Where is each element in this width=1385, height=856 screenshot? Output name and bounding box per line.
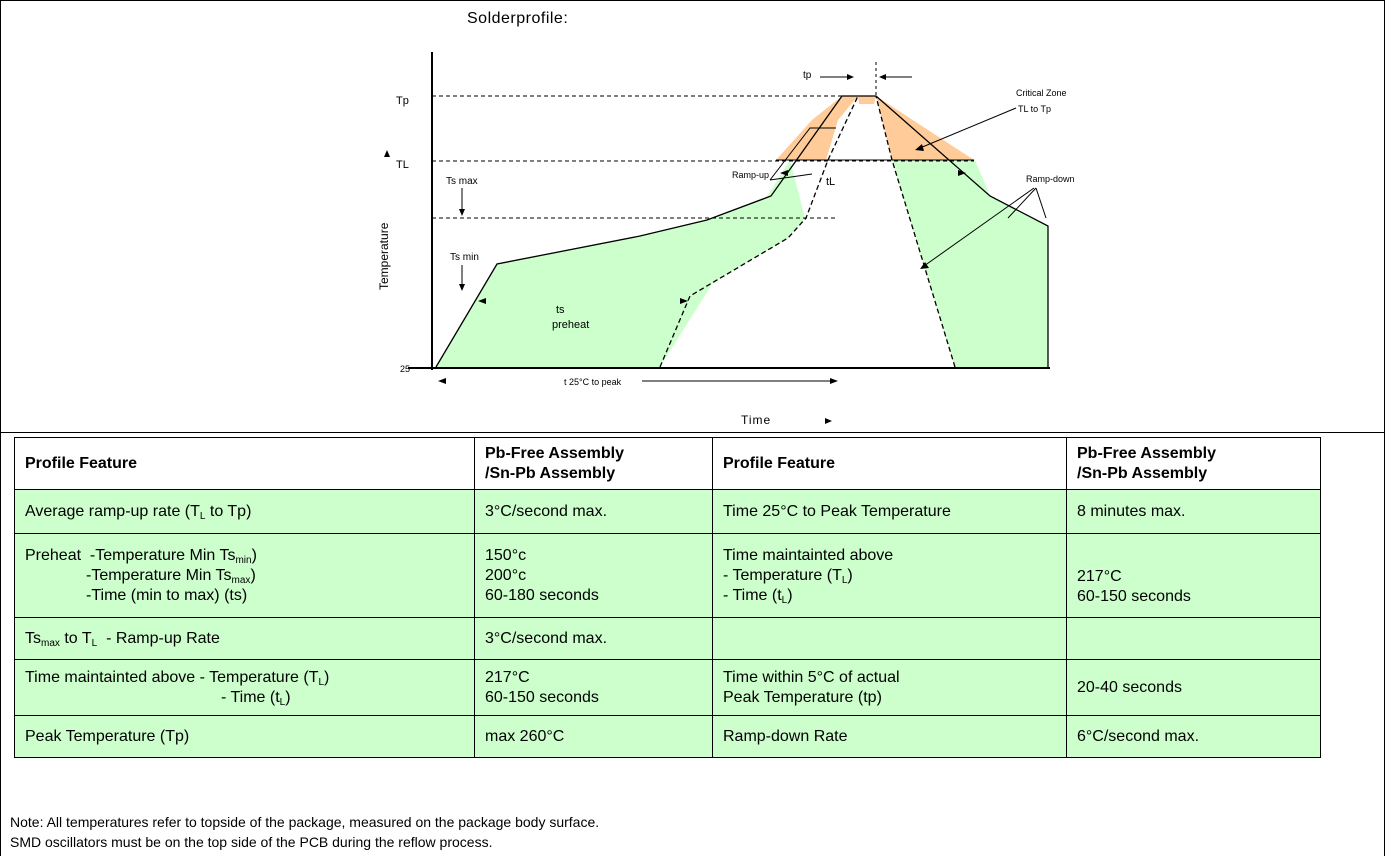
- cell-tsmax-to-tl: Tsmax to TL - Ramp-up Rate: [14, 617, 475, 660]
- preheat-left-area: [436, 160, 805, 367]
- cell-within-5c: Time within 5°C of actual Peak Temperatu…: [712, 659, 1067, 716]
- ts-right-arrow-icon: [680, 298, 688, 304]
- table-row: Tsmax to TL - Ramp-up Rate 3°C/second ma…: [14, 617, 1321, 660]
- rampdown-right-area: [892, 160, 1048, 367]
- preheat-label: preheat: [552, 319, 589, 331]
- note-line-2: SMD oscillators must be on the top side …: [10, 834, 493, 850]
- tp-arrow-right-head-icon: [879, 74, 886, 80]
- notes-block: Note: All temperatures refer to topside …: [10, 812, 599, 852]
- cell-peak-temp: Peak Temperature (Tp): [14, 715, 475, 758]
- cell-within-5c-value: 20-40 seconds: [1066, 659, 1321, 716]
- tl-level-label: TL: [396, 159, 409, 171]
- frame-top-border: [0, 0, 1385, 1]
- to-peak-label: t 25°C to peak: [564, 377, 622, 387]
- critical-zone-right: [876, 96, 974, 160]
- cell-time-to-peak: Time 25°C to Peak Temperature: [712, 489, 1067, 534]
- critical-zone-range-label: TL to Tp: [1018, 104, 1051, 114]
- table-row: Peak Temperature (Tp) max 260°C Ramp-dow…: [14, 715, 1321, 758]
- ramp-down-label: Ramp-down: [1026, 174, 1075, 184]
- tp-arrow-label: tp: [803, 70, 812, 81]
- tp-arrow-left-head-icon: [847, 74, 854, 80]
- cell-preheat-value: 150°c 200°c 60-180 seconds: [474, 533, 713, 618]
- critical-zone-pointer-head-icon: [915, 144, 924, 151]
- y-axis-arrow-icon: [384, 150, 390, 157]
- x-axis-label: Time: [741, 413, 771, 427]
- cell-preheat: Preheat -Temperature Min Tsmin) -Tempera…: [14, 533, 475, 618]
- cell-time-to-peak-value: 8 minutes max.: [1066, 489, 1321, 534]
- cell-ramp-down: Ramp-down Rate: [712, 715, 1067, 758]
- cell-time-above-tl: Time maintainted above - Temperature (TL…: [712, 533, 1067, 618]
- y-axis-label: Temperature: [377, 222, 391, 290]
- cell-peak-temp-value: max 260°C: [474, 715, 713, 758]
- ts-max-label: Ts max: [446, 176, 478, 187]
- tp-level-label: Tp: [396, 95, 409, 107]
- note-line-1: Note: All temperatures refer to topside …: [10, 814, 600, 830]
- profile-feature-table: Profile Feature Pb-Free Assembly /Sn-Pb …: [14, 437, 1321, 758]
- tl-left-arrow-icon: [780, 170, 788, 176]
- ramp-down-pointer-3: [1035, 187, 1047, 219]
- ts-min-label: Ts min: [450, 252, 479, 263]
- critical-zone-pointer: [919, 107, 1017, 149]
- cell-empty-4: [1066, 617, 1321, 660]
- cell-avg-ramp-up-value: 3°C/second max.: [474, 489, 713, 534]
- preheat-boundary: [659, 95, 859, 368]
- cell-avg-ramp-up: Average ramp-up rate (TL to Tp): [14, 489, 475, 534]
- ts-label: ts: [556, 304, 565, 316]
- table-row: Preheat -Temperature Min Tsmin) -Tempera…: [14, 533, 1321, 618]
- to-peak-left-arrow-icon: [438, 378, 446, 384]
- cell-time-maintained: Time maintainted above - Temperature (TL…: [14, 659, 475, 716]
- ramp-down-pointer-1-head-icon: [920, 262, 929, 269]
- to-peak-right-arrow-icon: [830, 378, 838, 384]
- cell-time-maintained-value: 217°C 60-150 seconds: [474, 659, 713, 716]
- ramp-up-label: Ramp-up: [732, 170, 769, 180]
- ts-min-arrow-head-icon: [459, 284, 465, 291]
- critical-zone-peak: [858, 96, 876, 104]
- ramp-down-pointer-1: [923, 187, 1035, 267]
- x-axis-arrow-icon: [825, 418, 832, 424]
- cell-ramp-down-value: 6°C/second max.: [1066, 715, 1321, 758]
- cell-empty-3: [712, 617, 1067, 660]
- ts-max-arrow-head-icon: [459, 209, 465, 216]
- header-assembly-1: Pb-Free Assembly /Sn-Pb Assembly: [474, 437, 713, 490]
- ramp-down-pointer-2: [1007, 187, 1037, 219]
- ramp-up-pointer-2: [769, 173, 813, 181]
- diagram-title: Solderprofile:: [467, 10, 568, 27]
- critical-zone-label: Critical Zone: [1016, 88, 1067, 98]
- tl-right-arrow-icon: [958, 170, 966, 176]
- frame-left-border: [0, 0, 1, 856]
- cell-time-above-tl-value: 217°C 60-150 seconds: [1066, 533, 1321, 618]
- header-profile-feature-1: Profile Feature: [14, 437, 475, 490]
- tl-label: tL: [826, 176, 835, 188]
- solder-profile-diagram: Solderprofile: Temperature Tp TL 25 Ts m…: [377, 10, 1075, 427]
- profile-curve: [435, 95, 1049, 368]
- header-profile-feature-2: Profile Feature: [712, 437, 1067, 490]
- header-assembly-2: Pb-Free Assembly /Sn-Pb Assembly: [1066, 437, 1321, 490]
- table-row: Time maintainted above - Temperature (TL…: [14, 659, 1321, 716]
- diagram-bottom-border: [0, 432, 1385, 433]
- cell-tsmax-to-tl-value: 3°C/second max.: [474, 617, 713, 660]
- ts-left-arrow-icon: [478, 298, 486, 304]
- ramp-up-pointer: [769, 127, 836, 181]
- table-header-row: Profile Feature Pb-Free Assembly /Sn-Pb …: [14, 437, 1321, 490]
- table-row: Average ramp-up rate (TL to Tp) 3°C/seco…: [14, 489, 1321, 534]
- origin-label: 25: [400, 364, 410, 374]
